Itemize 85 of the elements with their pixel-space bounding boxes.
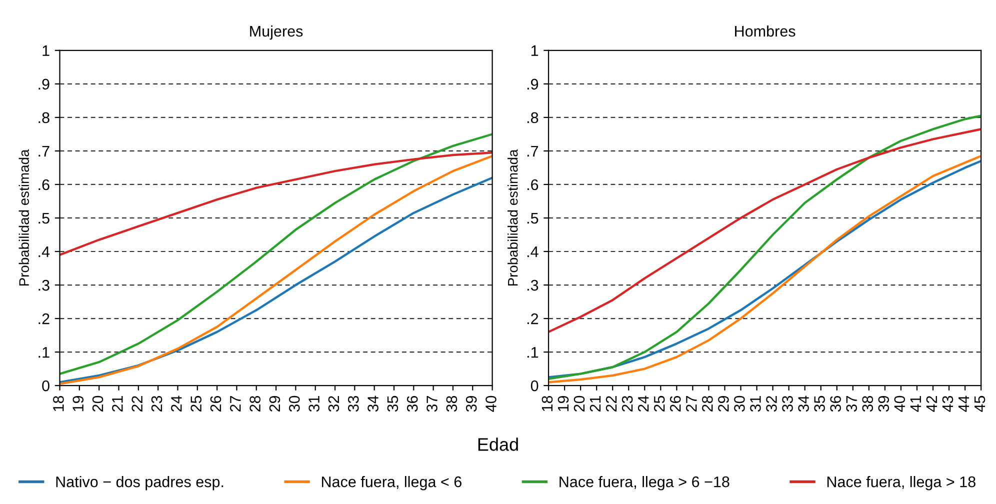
x-tick-label: 20	[574, 396, 585, 412]
legend-label: Nace fuera, llega > 18	[827, 476, 976, 490]
x-tick-label: 29	[269, 396, 280, 412]
x-tick-label: 26	[670, 396, 681, 412]
y-tick-label: .6	[38, 179, 50, 190]
x-tick-label: 32	[766, 396, 777, 412]
y-tick-label: .3	[527, 280, 538, 291]
x-tick-label: 36	[830, 396, 841, 412]
y-tick-label: 0	[530, 380, 538, 392]
x-tick-label: 22	[606, 396, 617, 412]
y-tick-label: .5	[527, 213, 538, 224]
x-tick-label: 23	[151, 396, 162, 412]
x-tick-label: 31	[750, 396, 761, 412]
x-tick-label: 40	[486, 396, 496, 412]
x-tick-label: 34	[798, 396, 809, 412]
x-tick-label: 43	[942, 396, 954, 412]
y-tick-label: .5	[38, 213, 50, 224]
x-tick-label: 22	[132, 396, 142, 412]
y-tick-label: .8	[38, 112, 50, 124]
legend-label: Nace fuera, llega > 6 −18	[560, 476, 730, 490]
x-tick-label: 28	[250, 396, 260, 412]
x-tick-label: 21	[112, 396, 123, 412]
x-tick-label: 24	[171, 396, 182, 412]
y-tick-label: 1	[42, 45, 50, 56]
line-series	[548, 128, 982, 334]
x-tick-label: 34	[368, 396, 378, 412]
y-tick-label: .8	[527, 112, 538, 124]
x-tick-label: 20	[92, 396, 104, 412]
x-tick-label: 41	[910, 396, 921, 412]
line-series	[60, 152, 492, 256]
y-tick-label: .7	[527, 146, 538, 156]
x-tick-label: 33	[348, 396, 359, 412]
x-tick-label: 36	[406, 396, 418, 412]
x-tick-label: 37	[846, 396, 858, 412]
x-tick-label: 38	[862, 396, 874, 412]
y-tick-label: .2	[38, 313, 50, 324]
y-tick-label: 1	[531, 45, 538, 56]
x-tick-label: 19	[72, 396, 84, 412]
y-tick-label: .7	[38, 146, 50, 156]
x-tick-label: 30	[288, 396, 300, 412]
x-tick-label: 31	[308, 396, 320, 412]
x-tick-label: 18	[53, 396, 64, 412]
x-tick-label: 21	[590, 396, 601, 412]
x-tick-label: 26	[210, 396, 222, 412]
x-tick-label: 27	[686, 396, 697, 412]
y-tick-label: .1	[38, 347, 50, 358]
x-tick-label: 39	[878, 396, 890, 412]
x-tick-label: 44	[958, 396, 969, 412]
x-tick-label: 25	[654, 396, 665, 412]
x-axis-title: Edad	[478, 438, 518, 451]
x-tick-label: 29	[718, 396, 729, 412]
legend-label: Nace fuera, llega < 6	[322, 476, 462, 490]
y-tick-label: .2	[527, 313, 538, 324]
x-tick-label: 32	[328, 396, 340, 412]
x-tick-label: 25	[190, 396, 202, 412]
y-axis-title: Probabilidad estimada	[508, 149, 518, 286]
line-series	[548, 114, 982, 380]
x-tick-label: 39	[466, 396, 477, 412]
y-tick-label: 0	[42, 380, 50, 392]
y-tick-label: .4	[38, 246, 50, 258]
y-tick-label: .9	[38, 78, 50, 90]
chart-title: Mujeres	[250, 25, 303, 40]
x-tick-label: 42	[926, 396, 937, 412]
x-tick-label: 27	[230, 396, 241, 412]
y-tick-label: .1	[527, 347, 538, 358]
x-tick-label: 30	[734, 396, 745, 412]
x-tick-label: 23	[622, 396, 633, 412]
x-tick-label: 18	[542, 396, 553, 412]
x-tick-label: 24	[638, 396, 649, 412]
y-tick-label: .9	[527, 78, 538, 90]
legend-label: Nativo − dos padres esp.	[56, 476, 224, 490]
x-tick-label: 35	[814, 396, 825, 412]
y-tick-label: .6	[527, 179, 538, 190]
x-tick-label: 28	[702, 396, 713, 412]
x-tick-label: 33	[782, 396, 793, 412]
x-tick-label: 38	[446, 396, 458, 412]
chart-title: Hombres	[735, 25, 796, 37]
x-tick-label: 35	[387, 396, 398, 412]
x-tick-label: 19	[558, 396, 569, 412]
y-tick-label: .4	[527, 246, 538, 258]
y-axis-title: Probabilidad estimada	[18, 149, 29, 286]
x-tick-label: 37	[426, 396, 438, 412]
y-tick-label: .3	[38, 280, 50, 291]
x-tick-label: 45	[974, 396, 986, 412]
x-tick-label: 40	[894, 396, 906, 412]
